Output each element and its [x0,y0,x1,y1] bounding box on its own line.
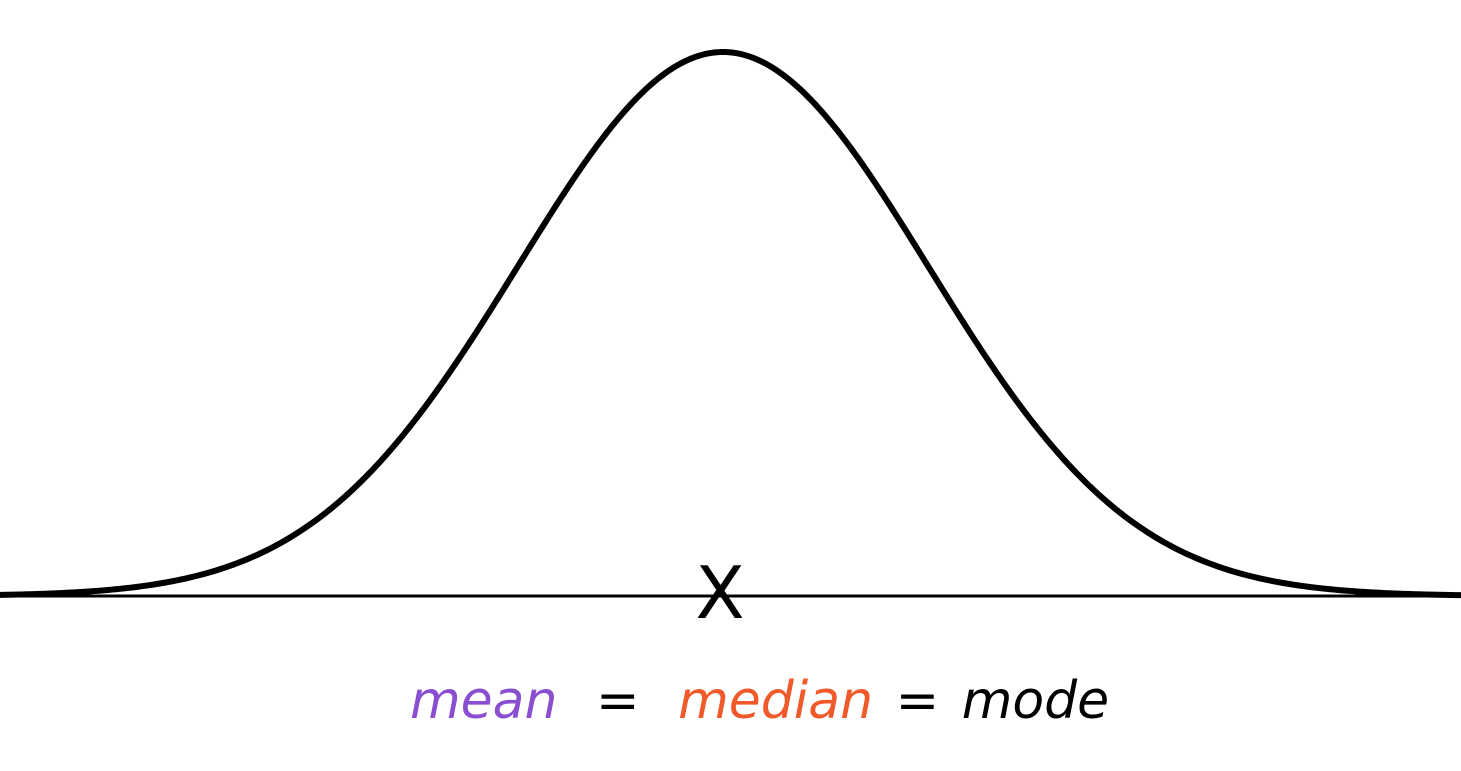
mean-label: mean [410,671,557,731]
equals-sign-2: = [896,671,940,731]
mode-label: mode [962,671,1109,731]
bell-curve [0,49,1461,599]
annotation-line: mean = median = mode [410,671,1109,731]
equals-sign-1: = [596,671,640,731]
center-marker: X [695,551,744,635]
median-label: median [678,671,873,731]
